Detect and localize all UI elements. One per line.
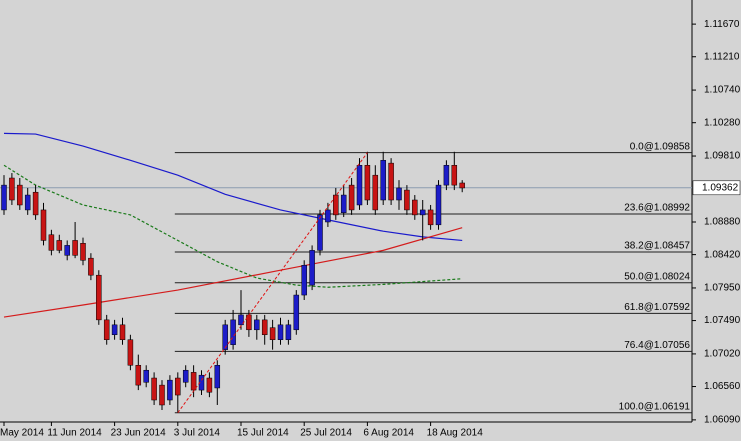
candle-body <box>127 339 134 366</box>
candle-body <box>277 324 284 340</box>
y-tick-label: 1.11210 <box>704 51 740 62</box>
candle-body <box>396 187 402 201</box>
candle-body <box>427 209 434 226</box>
candle-body <box>404 189 410 211</box>
candle-body <box>151 377 157 401</box>
candle-body <box>254 319 260 331</box>
candle-body <box>372 174 379 211</box>
moving-average <box>3 132 463 242</box>
y-tick-label: 1.08420 <box>704 249 741 260</box>
fib-level-label: 61.8@1.07592 <box>624 302 690 313</box>
candle-body <box>451 165 458 186</box>
candle-body <box>238 314 244 326</box>
candle-body <box>261 319 268 336</box>
x-tick-label: 6 Aug 2014 <box>363 428 414 439</box>
candle-body <box>412 199 418 216</box>
y-tick-label: 1.07950 <box>704 283 741 294</box>
candle-body <box>182 369 189 383</box>
last-price-label: 1.09362 <box>702 182 739 193</box>
candle-body <box>459 182 465 189</box>
candle-body <box>24 194 31 211</box>
candle-body <box>325 209 331 223</box>
y-tick-label: 1.06560 <box>704 381 741 392</box>
candle-body <box>317 214 323 251</box>
candle-body <box>17 184 23 206</box>
candle-body <box>9 177 15 201</box>
candle-body <box>340 194 347 214</box>
fib-trend-line <box>177 152 368 414</box>
candle-body <box>96 274 102 321</box>
candle-body <box>72 240 78 256</box>
x-tick-label: 18 Aug 2014 <box>427 428 484 439</box>
candle-body <box>119 324 126 340</box>
y-tick-label: 1.06090 <box>704 415 741 426</box>
candle-body <box>309 250 315 286</box>
fib-level-label: 50.0@1.08024 <box>624 271 690 282</box>
candle-body <box>159 384 165 406</box>
moving-average <box>3 164 463 288</box>
y-tick-label: 1.09810 <box>704 151 741 162</box>
y-tick-label: 1.07490 <box>704 315 741 326</box>
moving-average <box>3 227 463 318</box>
fib-level-label: 100.0@1.06191 <box>619 401 691 412</box>
candle-body <box>135 365 142 386</box>
candle-body <box>111 324 118 336</box>
fib-level-label: 76.4@1.07056 <box>624 340 690 351</box>
y-tick-label: 1.10280 <box>704 117 741 128</box>
x-tick-label: 3 Jul 2014 <box>174 428 221 439</box>
candle-body <box>269 327 276 340</box>
candle-body <box>333 194 339 216</box>
candle-body <box>443 165 450 186</box>
candle-body <box>285 324 292 340</box>
x-tick-label: 25 Jul 2014 <box>300 428 352 439</box>
x-tick-label: 23 Jun 2014 <box>111 428 166 439</box>
candle-body <box>348 184 355 211</box>
candle-body <box>356 165 363 206</box>
candle-body <box>32 191 39 216</box>
candle-body <box>143 369 149 383</box>
candle-body <box>419 209 426 216</box>
y-tick-label: 1.11670 <box>704 19 740 30</box>
last-price-box <box>692 180 741 196</box>
candle-body <box>380 160 386 201</box>
fib-level-label: 0.0@1.09858 <box>630 141 691 152</box>
candle-body <box>214 365 221 389</box>
fib-level-label: 23.6@1.08992 <box>624 203 690 214</box>
x-tick-label: 15 Jul 2014 <box>237 428 289 439</box>
candle-body <box>222 324 228 350</box>
candle-body <box>40 209 47 241</box>
candle-body <box>246 314 252 331</box>
candle-body <box>80 243 86 261</box>
y-tick-label: 1.07020 <box>704 349 741 360</box>
candle-body <box>88 257 94 276</box>
y-tick-label: 1.08880 <box>704 217 741 228</box>
candle-body <box>301 265 307 296</box>
candle-body <box>293 294 300 331</box>
candle-body <box>175 377 181 396</box>
y-tick-label: 1.10740 <box>704 85 741 96</box>
candle-body <box>167 379 173 401</box>
candle-body <box>48 234 55 251</box>
candle-body <box>190 372 197 391</box>
candle-body <box>56 240 63 251</box>
candle-body <box>364 165 371 201</box>
candle-body <box>103 319 110 340</box>
candle-body <box>230 319 236 345</box>
x-tick-label: 11 Jun 2014 <box>47 428 102 439</box>
fib-level-label: 38.2@1.08457 <box>624 241 690 252</box>
candle-body <box>1 184 7 211</box>
x-tick-label: May 2014 <box>0 428 44 439</box>
candle-body <box>64 245 70 256</box>
candle-body <box>198 374 205 391</box>
candle-body <box>206 377 213 393</box>
candle-body <box>388 162 394 201</box>
candle-body <box>435 184 442 226</box>
